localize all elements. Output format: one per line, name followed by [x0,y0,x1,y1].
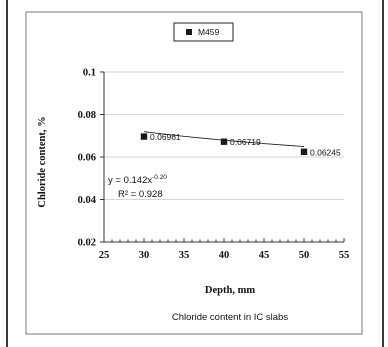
legend-label: M459 [198,27,220,37]
x-tick-label-6: 55 [339,250,350,261]
data-point-1 [220,138,228,145]
x-axis-title: Depth, mm [205,285,255,296]
x-tick-label-1: 30 [139,250,150,261]
x-tick-label-5: 50 [299,250,310,261]
x-tick-label-4: 45 [259,250,270,261]
data-point-0 [140,133,148,140]
y-axis-title: Chloride content, % [37,116,48,207]
equation-text: y = 0.142x [108,175,152,186]
data-label-1: 0.06719 [230,137,261,147]
legend-box [173,22,234,42]
y-tick-label-2: 0.06 [78,153,96,164]
r-squared-text: R² = 0.928 [118,189,163,200]
y-tick-label-4: 0.1 [83,68,96,79]
ticks: 0.02 0.04 0.06 0.08 0.1 25 30 35 40 45 50 55 [78,68,350,262]
grid [104,71,344,200]
equation-exponent: -0.20 [152,174,167,181]
chart-caption: Chloride content in IC slabs [172,312,288,323]
chart-frame [25,11,363,335]
y-tick-label-3: 0.08 [78,110,96,121]
svg-text:y = 0.142x-0.20: y = 0.142x-0.20 [108,174,167,186]
data-label-2: 0.06245 [310,147,341,157]
right-frame-edge [382,0,384,347]
data-labels: 0.06961 0.06719 0.06245 [150,132,341,157]
x-tick-label-2: 35 [179,250,190,261]
y-tick-label-1: 0.04 [78,195,97,206]
x-tick-label-0: 25 [99,250,110,261]
legend: M459 [173,22,234,42]
data-label-0: 0.06961 [150,132,181,142]
legend-marker [186,29,192,35]
data-points [140,133,308,155]
x-tick-label-3: 40 [219,250,230,261]
y-tick-label-0: 0.02 [78,238,96,249]
left-frame-edge [6,0,8,347]
data-point-2 [300,148,308,155]
trend-equation: y = 0.142x-0.20 R² = 0.928 [108,174,167,200]
